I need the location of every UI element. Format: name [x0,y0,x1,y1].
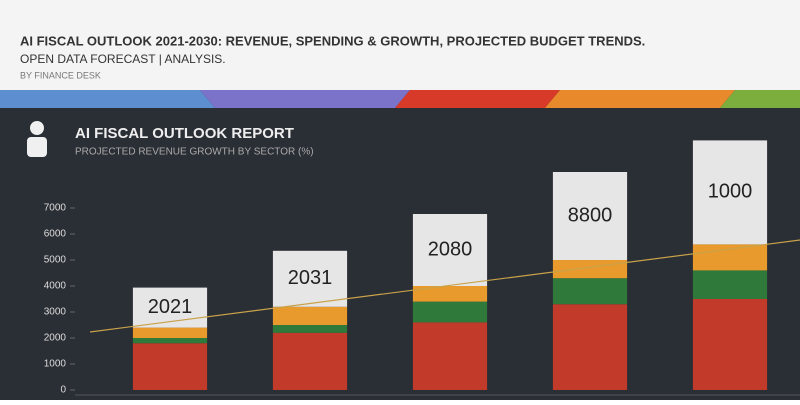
category-label: 1000 [708,181,753,203]
y-tick-label: 3000 [44,307,67,318]
subline: OPEN DATA FORECAST | ANALYSIS. [20,52,226,66]
chart-subtitle: PROJECTED REVENUE GROWTH BY SECTOR (%) [75,147,314,158]
label-box [412,214,488,286]
y-tick-label: 4000 [44,281,67,292]
bar-segment [272,325,348,333]
bar-segment [132,327,208,338]
note: BY FINANCE DESK [20,70,101,80]
bar-segment [552,304,628,390]
bar-segment [412,322,488,390]
y-tick-label: 6000 [44,229,67,240]
bar-segment [412,286,488,302]
y-tick-label: 2000 [44,333,67,344]
icon [27,121,47,157]
category-label: 8800 [568,204,613,226]
bar-segment [412,301,488,323]
category-label: 2031 [288,267,333,289]
y-tick-label: 5000 [44,255,67,266]
bar-segment [552,278,628,305]
bar-segment [692,244,768,271]
bar-segment [272,332,348,390]
label-box [692,140,768,245]
category-label: 2021 [148,296,193,318]
bar-segment [552,260,628,279]
chart-title: AI FISCAL OUTLOOK REPORT [75,125,294,142]
header-panel [0,0,800,90]
y-tick-label: 1000 [44,359,67,370]
category-label: 2080 [428,238,473,260]
headline: AI FISCAL OUTLOOK 2021-2030: REVENUE, SP… [20,33,645,48]
label-box [272,250,348,307]
bar-segment [132,343,208,390]
bar-segment [692,270,768,299]
y-tick-label: 0 [60,385,66,396]
bar-segment [272,306,348,325]
trend-line [89,239,800,333]
label-box [552,172,628,260]
y-tick-label: 7000 [44,203,67,214]
color-stripe [0,90,800,108]
bar-segment [132,338,208,344]
label-box [132,287,208,328]
bar-segment [692,299,768,390]
